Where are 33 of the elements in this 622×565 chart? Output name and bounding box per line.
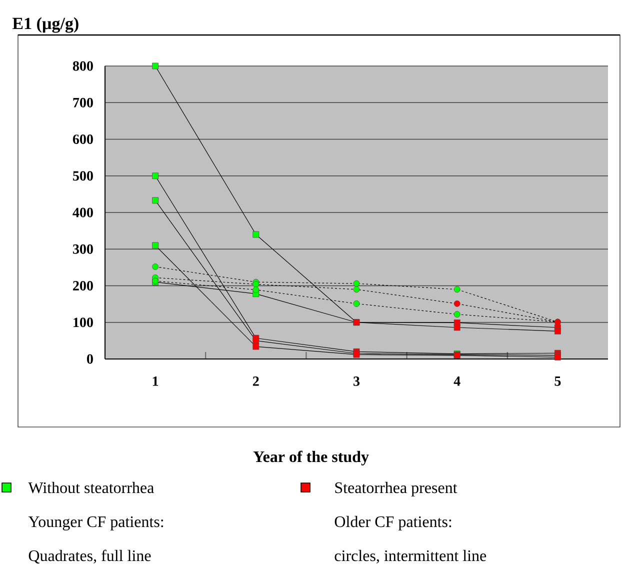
point (353, 280, 360, 287)
point (152, 263, 159, 270)
point (252, 286, 260, 293)
text: Older CF patients: (334, 516, 452, 530)
point (353, 286, 360, 293)
point (554, 328, 561, 334)
y-tick-label: 400 (72, 208, 93, 218)
point (252, 343, 260, 350)
point (454, 311, 460, 318)
text: Quadrates, full line (28, 550, 151, 564)
y-tick-label: 800 (72, 61, 93, 71)
x-axis-title: Year of the study (253, 450, 369, 466)
y-axis-title: E1 (µg/g) (12, 17, 78, 33)
text: Without steatorrhea (28, 482, 154, 494)
point (353, 300, 360, 307)
x-tick-label: 2 (252, 376, 259, 386)
x-tick-label: 5 (554, 376, 561, 386)
text: Steatorrhea present (335, 482, 458, 496)
y-tick-label: 500 (73, 171, 93, 181)
x-tick-label: 1 (152, 376, 158, 386)
point (252, 281, 260, 288)
y-tick-label: 0 (87, 354, 93, 364)
y-tick-label: 700 (73, 98, 93, 108)
point (454, 286, 460, 293)
y-tick-label: 200 (73, 281, 93, 290)
text: circles, intermittent line (334, 550, 486, 564)
y-tick-label: 100 (74, 318, 93, 328)
x-tick-label: 4 (454, 376, 460, 386)
text: Younger CF patients: (28, 516, 164, 530)
y-tick-label: 300 (73, 244, 93, 254)
point (454, 324, 460, 331)
y-tick-label: 600 (72, 134, 93, 144)
x-tick-label: 3 (354, 376, 360, 386)
